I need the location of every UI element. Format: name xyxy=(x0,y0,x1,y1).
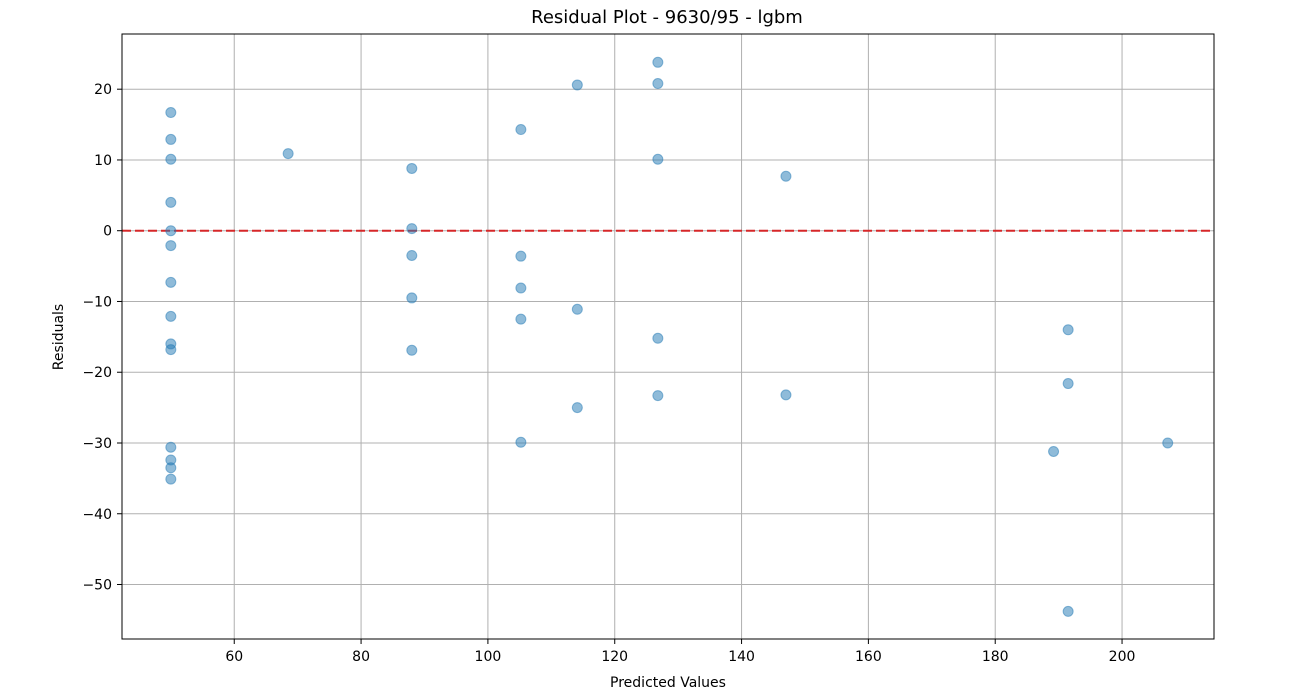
residual-point xyxy=(406,162,418,174)
residual-point xyxy=(652,332,664,344)
residual-point xyxy=(652,56,664,68)
residual-point xyxy=(1062,378,1074,390)
residual-point xyxy=(515,282,527,294)
residual-point xyxy=(165,310,177,322)
residual-point xyxy=(515,436,527,448)
residual-point xyxy=(571,303,583,315)
residual-point xyxy=(1062,605,1074,617)
residual-point xyxy=(780,170,792,182)
x-tick-label: 180 xyxy=(982,649,1009,665)
x-tick-label: 140 xyxy=(728,649,755,665)
residual-point xyxy=(571,402,583,414)
residual-point xyxy=(165,276,177,288)
residual-point xyxy=(165,462,177,474)
x-tick-label: 100 xyxy=(475,649,502,665)
residual-point xyxy=(515,313,527,325)
y-tick-label: −40 xyxy=(82,507,112,523)
x-tick-label: 60 xyxy=(225,649,243,665)
residual-point xyxy=(165,473,177,485)
residual-point xyxy=(515,124,527,136)
residual-point xyxy=(165,133,177,145)
residual-point xyxy=(165,196,177,208)
residual-point xyxy=(165,107,177,119)
y-tick-label: −20 xyxy=(82,365,112,381)
chart-title: Residual Plot - 9630/95 - lgbm xyxy=(531,7,803,28)
y-tick-label: −10 xyxy=(82,294,112,310)
y-axis-ticks: −50 −40 −30 −20 −10 0 10 20 xyxy=(82,82,122,594)
grid-lines xyxy=(122,34,1214,639)
residual-point xyxy=(652,390,664,402)
residual-point xyxy=(515,250,527,262)
residual-point xyxy=(406,223,418,235)
residual-point xyxy=(165,240,177,252)
y-axis-label: Residuals xyxy=(51,304,67,370)
data-points xyxy=(165,56,1174,617)
residual-point xyxy=(652,78,664,90)
residual-point xyxy=(1062,324,1074,336)
x-tick-label: 120 xyxy=(601,649,628,665)
residual-point xyxy=(780,389,792,401)
residual-point xyxy=(165,441,177,453)
y-tick-label: 0 xyxy=(103,224,112,240)
residual-point xyxy=(406,292,418,304)
y-tick-label: 10 xyxy=(94,153,112,169)
plot-frame xyxy=(121,33,1215,640)
x-tick-label: 200 xyxy=(1109,649,1136,665)
residual-point xyxy=(1162,437,1174,449)
x-tick-label: 80 xyxy=(352,649,370,665)
residual-point xyxy=(165,225,177,237)
residual-point xyxy=(406,249,418,261)
x-axis-label: Predicted Values xyxy=(610,675,726,691)
residual-point xyxy=(165,153,177,165)
residual-point xyxy=(282,148,294,160)
y-tick-label: −50 xyxy=(82,578,112,594)
x-tick-label: 160 xyxy=(855,649,882,665)
y-tick-label: −30 xyxy=(82,436,112,452)
y-tick-label: 20 xyxy=(94,82,112,98)
residual-point xyxy=(571,79,583,91)
residual-point xyxy=(406,344,418,356)
residual-point xyxy=(1048,445,1060,457)
residual-point xyxy=(165,344,177,356)
x-axis-ticks: 60 80 100 120 140 160 180 200 xyxy=(225,639,1135,665)
residual-point xyxy=(652,153,664,165)
